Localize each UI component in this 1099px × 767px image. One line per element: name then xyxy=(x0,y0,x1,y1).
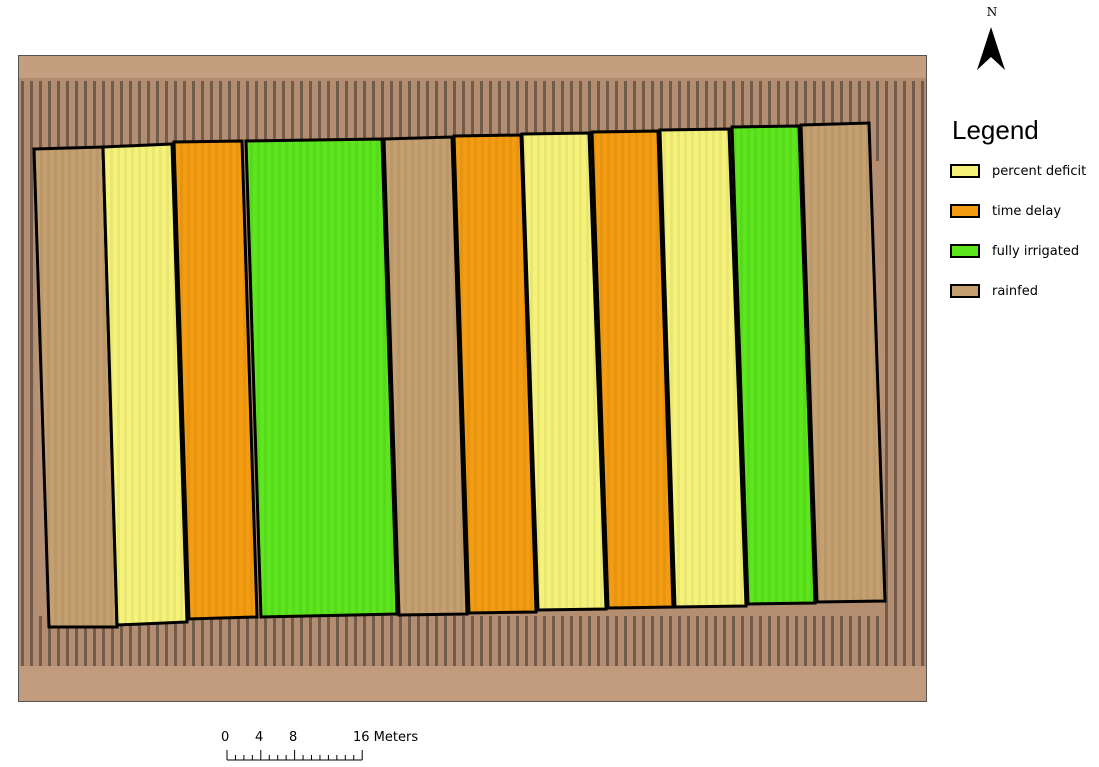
legend-item: rainfed xyxy=(950,271,1095,311)
plot-time-delay[interactable] xyxy=(590,129,675,610)
dirt-road-top xyxy=(19,56,926,78)
scale-bar-ruler xyxy=(226,750,363,761)
north-arrow: N xyxy=(972,5,1012,75)
plot-percent-deficit[interactable] xyxy=(520,131,608,612)
scale-label-0: 0 xyxy=(221,730,230,745)
plot-percent-deficit[interactable] xyxy=(658,127,748,609)
plot-time-delay[interactable] xyxy=(172,139,259,621)
plot-rainfed[interactable] xyxy=(32,145,119,629)
scale-bar: 0 4 8 16 Meters xyxy=(215,730,435,766)
legend-item: percent deficit xyxy=(950,151,1095,191)
legend-swatch xyxy=(950,204,980,218)
legend-label: rainfed xyxy=(992,283,1038,299)
orchard-left-rows xyxy=(19,146,35,626)
dirt-road-bottom xyxy=(19,666,926,701)
scale-label-16: 16 Meters xyxy=(353,730,419,745)
map-canvas[interactable] xyxy=(19,56,926,701)
plot-fully-irrigated[interactable] xyxy=(730,124,817,606)
legend-label: time delay xyxy=(992,203,1062,219)
plot-rainfed[interactable] xyxy=(382,135,469,617)
legend-label: percent deficit xyxy=(992,163,1087,179)
scale-label-4: 4 xyxy=(255,730,264,745)
north-letter: N xyxy=(986,5,998,19)
plots-layer xyxy=(32,121,887,629)
scale-label-8: 8 xyxy=(289,730,298,745)
orchard-right-rows xyxy=(885,116,926,616)
legend-swatch xyxy=(950,284,980,298)
legend-item: fully irrigated xyxy=(950,231,1095,271)
legend-items: percent deficit time delay fully irrigated… xyxy=(950,151,1095,311)
legend: Legend percent deficit time delay fully ir… xyxy=(950,115,1095,311)
map-frame[interactable] xyxy=(18,55,927,702)
legend-title: Legend xyxy=(952,115,1039,145)
plot-time-delay[interactable] xyxy=(452,133,538,615)
legend-label: fully irrigated xyxy=(992,243,1080,259)
legend-item: time delay xyxy=(950,191,1095,231)
plot-rainfed[interactable] xyxy=(799,121,887,604)
plot-fully-irrigated[interactable] xyxy=(244,137,399,619)
orchard-bottom-rows xyxy=(19,616,926,666)
plot-percent-deficit[interactable] xyxy=(101,142,189,627)
legend-swatch xyxy=(950,244,980,258)
legend-swatch xyxy=(950,164,980,178)
north-arrow-icon xyxy=(977,27,1005,70)
